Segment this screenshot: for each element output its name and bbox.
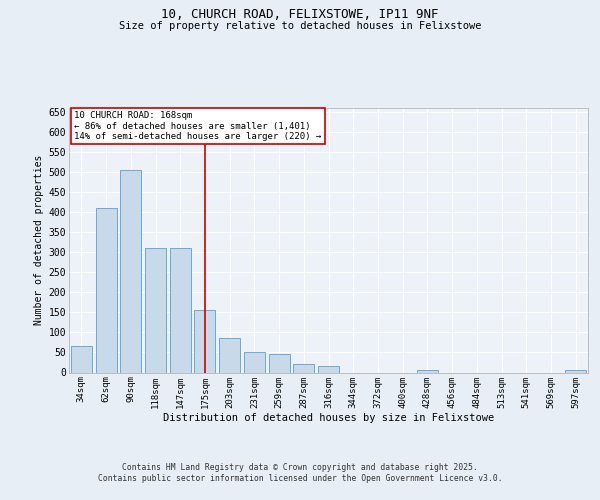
Bar	[170, 248, 191, 372]
Text: Contains public sector information licensed under the Open Government Licence v3: Contains public sector information licen…	[98, 474, 502, 483]
Text: Size of property relative to detached houses in Felixstowe: Size of property relative to detached ho…	[119, 21, 481, 31]
Bar	[194, 310, 215, 372]
X-axis label: Distribution of detached houses by size in Felixstowe: Distribution of detached houses by size …	[163, 413, 494, 423]
Bar	[565, 370, 586, 372]
Bar	[120, 170, 141, 372]
Bar	[95, 208, 116, 372]
Text: Contains HM Land Registry data © Crown copyright and database right 2025.: Contains HM Land Registry data © Crown c…	[122, 462, 478, 471]
Bar	[318, 366, 339, 372]
Text: 10 CHURCH ROAD: 168sqm
← 86% of detached houses are smaller (1,401)
14% of semi-: 10 CHURCH ROAD: 168sqm ← 86% of detached…	[74, 112, 322, 142]
Y-axis label: Number of detached properties: Number of detached properties	[34, 155, 44, 325]
Bar	[71, 346, 92, 372]
Bar	[417, 370, 438, 372]
Bar	[244, 352, 265, 372]
Bar	[269, 354, 290, 372]
Bar	[219, 338, 240, 372]
Bar	[293, 364, 314, 372]
Bar	[145, 248, 166, 372]
Text: 10, CHURCH ROAD, FELIXSTOWE, IP11 9NF: 10, CHURCH ROAD, FELIXSTOWE, IP11 9NF	[161, 8, 439, 20]
